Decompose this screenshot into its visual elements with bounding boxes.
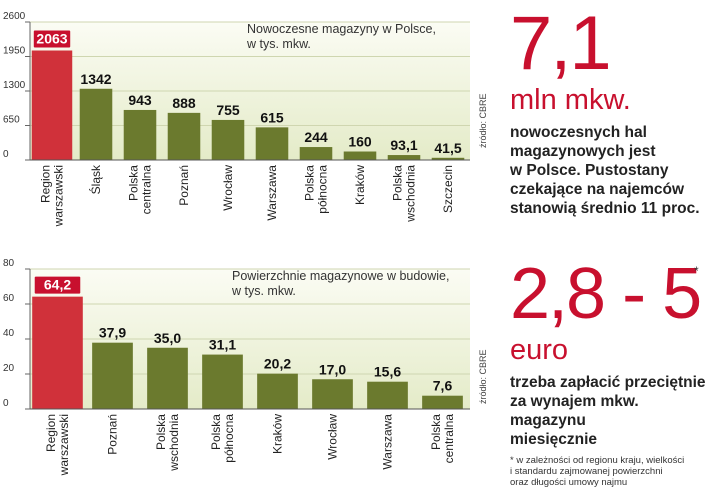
fact-total-area: 7,1 mln mkw. nowoczesnych hal magazynowy… [508, 6, 718, 218]
x-tick-label: Szczecin [441, 165, 455, 213]
x-tick-label: Polska [303, 165, 317, 201]
data-label: 41,5 [434, 140, 461, 156]
fact-rent-asterisk: * [694, 264, 699, 278]
x-tick-label: Poznań [106, 414, 120, 455]
y-tick-label: 1300 [3, 80, 26, 91]
chart-subtitle: w tys. mkw. [246, 37, 311, 51]
x-tick-label: centralna [442, 414, 456, 464]
bar [387, 155, 421, 160]
data-label: 15,6 [374, 364, 401, 380]
bar [312, 379, 353, 409]
y-tick-label: 0 [3, 149, 9, 160]
data-label: 1342 [80, 71, 111, 87]
data-label: 93,1 [390, 137, 417, 153]
y-tick-label: 650 [3, 115, 20, 126]
x-tick-label: północna [316, 165, 330, 214]
source-note: źródło: CBRE [478, 349, 488, 404]
x-tick-label: Warszawa [381, 414, 395, 470]
x-tick-label: Region [44, 414, 58, 452]
bar [422, 395, 463, 409]
fact-rent-price: 2,8 - 5 * euro trzeba zapłacić przeciętn… [508, 258, 718, 488]
x-tick-label: Polska [429, 414, 443, 450]
fact-total-description: nowoczesnych hal magazynowych jest w Pol… [510, 124, 700, 217]
x-tick-label: Warszawa [265, 165, 279, 221]
data-label: 35,0 [154, 330, 181, 346]
chart-subtitle: w tys. mkw. [231, 284, 296, 298]
data-label: 20,2 [264, 356, 291, 372]
x-tick-label: warszawski [57, 414, 71, 476]
bar [167, 112, 201, 160]
chart-title: Nowoczesne magazyny w Polsce, [247, 22, 436, 36]
y-tick-label: 60 [3, 293, 15, 304]
data-label-box [33, 30, 71, 48]
fact-total-unit: mln mkw. [510, 84, 631, 116]
data-label: 2063 [36, 31, 67, 47]
y-tick-label: 20 [3, 363, 15, 374]
bar [211, 119, 245, 160]
fact-rent-description: trzeba zapłacić przeciętnie za wynajem m… [510, 374, 706, 448]
x-tick-label: Polska [391, 165, 405, 201]
x-tick-label: Wrocław [221, 165, 235, 211]
y-tick-label: 0 [3, 398, 9, 409]
x-tick-label: Wrocław [326, 414, 340, 460]
bar [431, 157, 465, 160]
chart-title: Powierzchnie magazynowe w budowie, [232, 269, 449, 283]
x-tick-label: Region [39, 165, 53, 203]
bar [31, 50, 73, 161]
bar [367, 381, 408, 409]
bar [255, 127, 289, 160]
data-label: 244 [304, 129, 328, 145]
data-label: 888 [172, 95, 196, 111]
x-tick-label: warszawski [52, 165, 66, 227]
x-tick-label: Polska [154, 414, 168, 450]
data-label-box [34, 276, 81, 294]
bar [92, 342, 133, 409]
bar [147, 347, 188, 409]
x-tick-label: centralna [140, 165, 154, 215]
data-label: 943 [128, 92, 152, 108]
bar [257, 373, 298, 409]
chart-modern-warehouses: 0 650 1300 1950 2600 2063 Region warszawski 1342… [3, 11, 488, 227]
y-tick-label: 2600 [3, 11, 26, 22]
bar [202, 354, 243, 409]
y-tick-label: 1950 [3, 46, 26, 57]
y-tick-label: 80 [3, 258, 15, 269]
x-tick-label: północna [222, 414, 236, 463]
bar [123, 109, 157, 160]
fact-rent-number: 2,8 - 5 [510, 254, 702, 334]
fact-rent-footnote: * w zależności od regionu kraju, wielkoś… [510, 455, 685, 488]
x-tick-label: wschodnia [404, 165, 418, 223]
source-note: źródło: CBRE [478, 93, 488, 148]
x-tick-label: Śląsk [88, 164, 103, 194]
bar [343, 151, 377, 160]
x-tick-label: Kraków [271, 414, 285, 454]
fact-total-number: 7,1 [510, 1, 612, 86]
x-tick-label: Kraków [353, 165, 367, 205]
fact-rent-unit: euro [510, 334, 569, 366]
data-label: 37,9 [99, 325, 126, 341]
data-label: 615 [260, 109, 284, 125]
y-tick-label: 40 [3, 328, 15, 339]
x-tick-label: Polska [127, 165, 141, 201]
data-label: 160 [348, 134, 372, 150]
x-tick-label: Poznań [177, 165, 191, 206]
data-label: 31,1 [209, 337, 236, 353]
data-label: 755 [216, 102, 240, 118]
bar [299, 147, 333, 160]
data-label: 7,6 [433, 378, 453, 394]
x-tick-label: wschodnia [167, 414, 181, 472]
x-tick-label: Polska [209, 414, 223, 450]
bar [32, 296, 83, 409]
bar [79, 88, 113, 160]
data-label: 64,2 [44, 277, 71, 293]
chart-warehouses-under-construction: 0 20 40 60 80 64,2 Region warszawski 37,9 Poznań 3… [3, 258, 488, 476]
data-label: 17,0 [319, 361, 346, 377]
